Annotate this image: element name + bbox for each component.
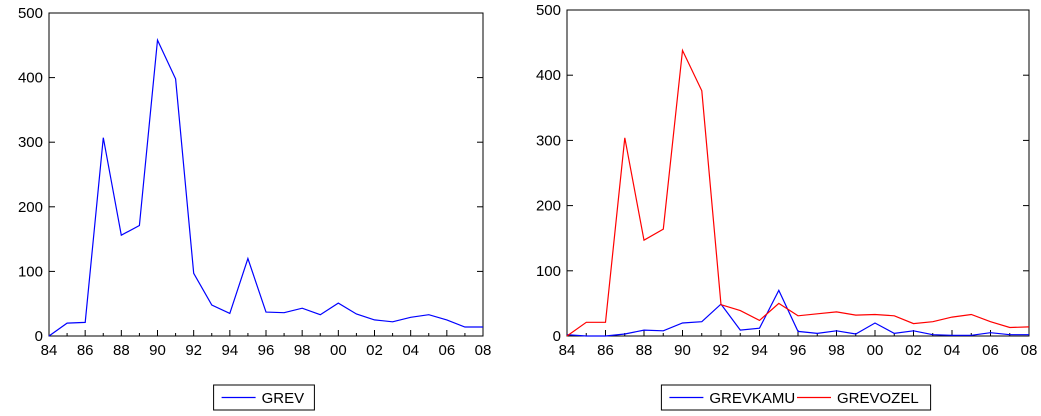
y-tick-label: 400 — [536, 67, 561, 84]
series-line-grev — [48, 37, 483, 337]
y-tick-label: 500 — [536, 2, 561, 19]
y-tick-label: 0 — [553, 328, 561, 345]
x-tick-label: 98 — [828, 342, 845, 359]
x-tick-label: 04 — [402, 342, 419, 359]
legend: GREVKAMU GREVOZEL — [660, 384, 932, 411]
x-tick-label: 02 — [366, 342, 383, 359]
x-tick-label: 92 — [185, 342, 202, 359]
y-tick-label: 500 — [18, 5, 43, 22]
x-tick-label: 86 — [77, 342, 94, 359]
x-tick-label: 08 — [1021, 342, 1038, 359]
x-tick-label: 84 — [41, 342, 58, 359]
legend-label: GREVKAMU — [709, 390, 795, 407]
y-tick-label: 100 — [536, 263, 561, 280]
x-tick-label: 84 — [559, 342, 576, 359]
y-tick-label: 300 — [536, 132, 561, 149]
legend-label: GREV — [262, 390, 305, 407]
y-tick-label: 400 — [18, 70, 43, 87]
x-tick-label: 06 — [982, 342, 999, 359]
y-tick-label: 200 — [536, 198, 561, 215]
right-line-chart: 0 100 200 300 400 500 84 86 88 90 92 94 96 98 00 02 04 06… — [536, 2, 1038, 411]
x-tick-label: 86 — [597, 342, 614, 359]
left-line-chart: 0 100 200 300 400 500 84 86 88 90 92 94 96 98 00 02 04 06… — [18, 5, 492, 411]
x-tick-label: 88 — [636, 342, 653, 359]
x-tick-label: 94 — [221, 342, 238, 359]
series-line-grevkamu — [566, 289, 1029, 337]
x-tick-label: 90 — [149, 342, 166, 359]
x-tick-label: 00 — [330, 342, 347, 359]
x-tick-label: 98 — [294, 342, 311, 359]
plot-frame — [566, 9, 1030, 337]
x-tick-label: 92 — [713, 342, 730, 359]
legend: GREV — [213, 384, 315, 411]
x-tick-label: 02 — [905, 342, 922, 359]
plot-frame — [48, 12, 484, 337]
x-tick-label: 94 — [751, 342, 768, 359]
x-tick-label: 88 — [113, 342, 130, 359]
x-tick-label: 04 — [944, 342, 961, 359]
legend-label: GREVOZEL — [837, 390, 919, 407]
x-tick-label: 96 — [258, 342, 275, 359]
series-line-grevozel — [566, 48, 1030, 337]
x-tick-label: 00 — [867, 342, 884, 359]
legend-box — [660, 384, 932, 411]
x-tick-label: 06 — [438, 342, 455, 359]
y-tick-label: 0 — [35, 328, 43, 345]
x-tick-label: 96 — [790, 342, 807, 359]
x-tick-label: 08 — [475, 342, 492, 359]
y-tick-label: 200 — [18, 199, 43, 216]
y-tick-label: 100 — [18, 263, 43, 280]
y-tick-label: 300 — [18, 134, 43, 151]
x-tick-label: 90 — [674, 342, 691, 359]
